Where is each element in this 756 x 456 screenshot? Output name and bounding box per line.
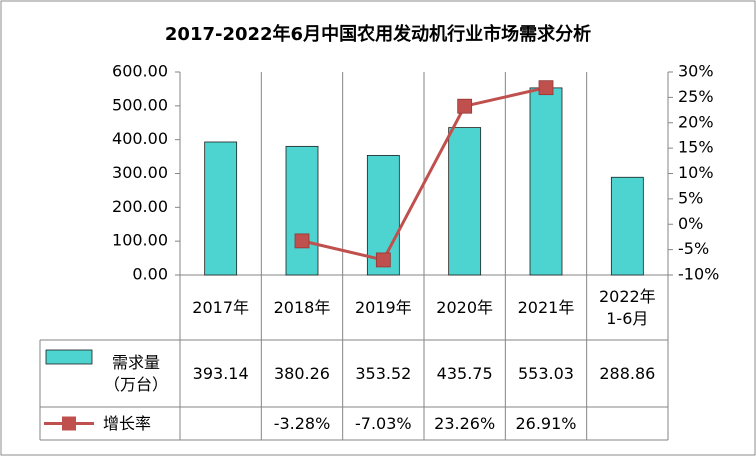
y2-tick-label: 0% — [678, 214, 703, 233]
legend-label: 需求量 （万台） — [103, 352, 168, 394]
y-tick-label: 100.00 — [112, 231, 168, 250]
data-table-value — [180, 407, 261, 440]
x-tick-label: 2018年 — [273, 297, 331, 317]
legend-marker — [62, 416, 76, 431]
line-marker — [375, 252, 391, 268]
data-table-value: 23.26% — [434, 413, 496, 433]
y-tick-label: 600.00 — [112, 62, 168, 81]
legend-label: 增长率 — [102, 413, 151, 433]
data-table-value: 26.91% — [515, 413, 577, 433]
y2-tick-label: 15% — [678, 138, 714, 157]
line — [301, 86, 547, 262]
y-tick-label: 400.00 — [112, 129, 168, 148]
x-tick-label: 2022年 1-6月 — [598, 286, 656, 328]
data-table-value: 435.75 — [436, 363, 493, 383]
y2-tick-label: 10% — [678, 163, 714, 182]
data-table-value — [587, 407, 668, 440]
data-table-value: -3.28% — [273, 413, 331, 433]
y-tick-label: 200.00 — [112, 197, 168, 216]
line-marker — [294, 233, 310, 249]
x-tick-label: 2019年 — [354, 297, 412, 317]
data-table-value: 553.03 — [518, 363, 574, 383]
bar — [285, 145, 319, 276]
y2-tick-label: 20% — [678, 112, 714, 131]
data-table-value: 288.86 — [599, 363, 656, 383]
data-table-value: -7.03% — [355, 413, 412, 433]
bar — [529, 87, 563, 276]
y2-tick-label: 5% — [678, 188, 703, 207]
data-table-value: 353.52 — [355, 363, 412, 383]
x-tick-label: 2017年 — [192, 297, 250, 317]
y2-tick-label: -5% — [678, 239, 709, 258]
y-tick-label: 500.00 — [112, 95, 168, 114]
y-tick-label: 0.00 — [132, 265, 168, 284]
bar — [610, 176, 644, 276]
line-marker — [457, 98, 473, 114]
bar — [448, 127, 482, 276]
data-table-value: 380.26 — [274, 363, 330, 383]
chart-title: 2017-2022年6月中国农用发动机行业市场需求分析 — [165, 23, 591, 45]
x-tick-label: 2020年 — [436, 297, 494, 317]
y2-tick-label: -10% — [678, 265, 719, 284]
data-table-value: 393.14 — [192, 363, 249, 383]
y2-tick-label: 30% — [678, 62, 714, 81]
y2-tick-label: 25% — [678, 87, 714, 106]
y-tick-label: 300.00 — [112, 163, 168, 182]
x-tick-label: 2021年 — [517, 297, 575, 317]
legend-swatch — [45, 349, 93, 365]
line-marker — [538, 80, 554, 96]
bar — [204, 141, 238, 276]
